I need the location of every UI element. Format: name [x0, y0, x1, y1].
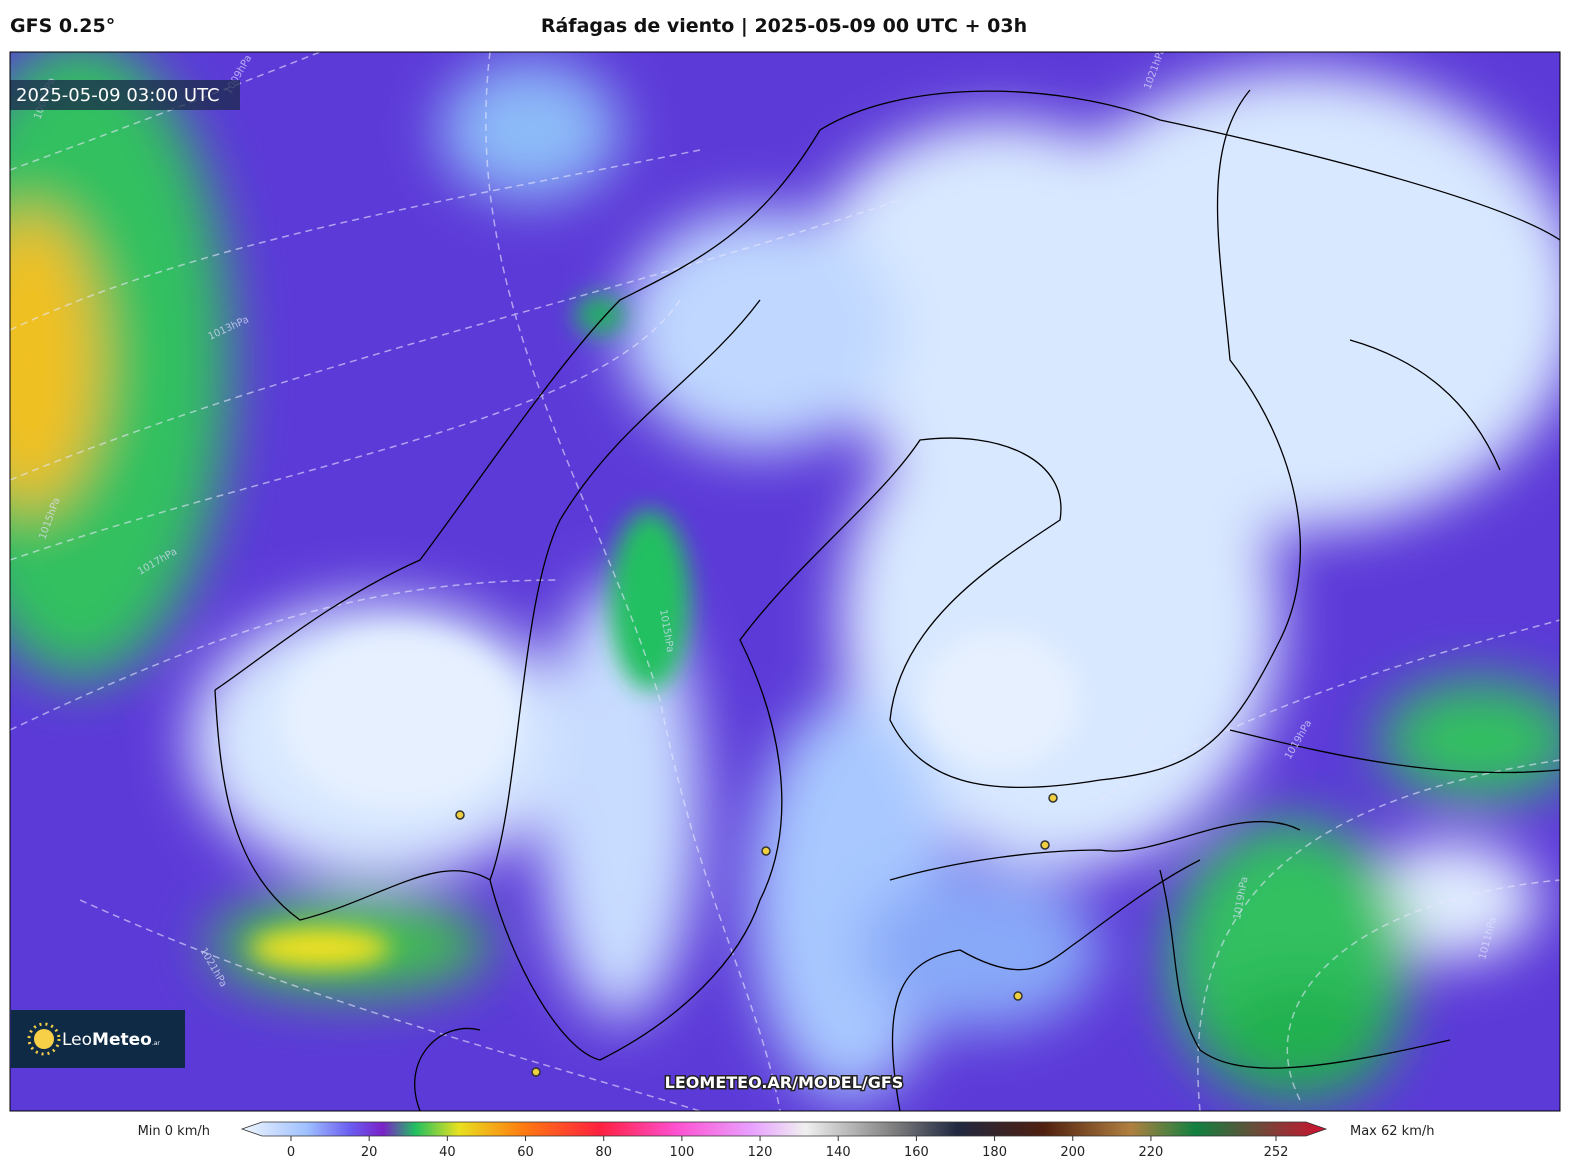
- colorbar-tick-label: 120: [748, 1145, 773, 1160]
- watermark: LEOMETEO.AR/MODEL/GFS: [665, 1073, 904, 1092]
- colorbar-tick-label: 220: [1139, 1145, 1164, 1160]
- logo-leo: Leo: [62, 1030, 92, 1050]
- logo-sun: [27, 1022, 61, 1056]
- colorbar-tick-label: 80: [595, 1145, 612, 1160]
- colorbar-tick-label: 60: [517, 1145, 534, 1160]
- colorbar-tick-label: 160: [904, 1145, 929, 1160]
- map: 1007hPa1009hPa1013hPa1015hPa1017hPa1015h…: [10, 52, 1560, 1111]
- colorbar-tick-label: 252: [1264, 1145, 1289, 1160]
- colorbar-tick-label: 40: [439, 1145, 456, 1160]
- colorbar: [240, 1121, 1328, 1137]
- title: Ráfagas de viento | 2025-05-09 00 UTC + …: [541, 15, 1027, 37]
- logo-suffix: .ar: [152, 1040, 161, 1047]
- timestamp: 2025-05-09 03:00 UTC: [16, 85, 220, 106]
- colorbar-tick-label: 0: [287, 1145, 295, 1160]
- colorbar-tick-label: 100: [669, 1145, 694, 1160]
- logo: LeoMeteo.ar: [62, 1030, 160, 1050]
- colorbar-tick-label: 140: [826, 1145, 851, 1160]
- logo-meteo: Meteo: [92, 1030, 152, 1050]
- colorbar-tick-label: 200: [1060, 1145, 1085, 1160]
- colorbar-tick-label: 180: [982, 1145, 1007, 1160]
- colorbar-min: Min 0 km/h: [138, 1124, 210, 1139]
- model-label: GFS 0.25°: [10, 15, 115, 37]
- colorbar-tick-label: 20: [361, 1145, 378, 1160]
- colorbar-max: Max 62 km/h: [1350, 1124, 1435, 1139]
